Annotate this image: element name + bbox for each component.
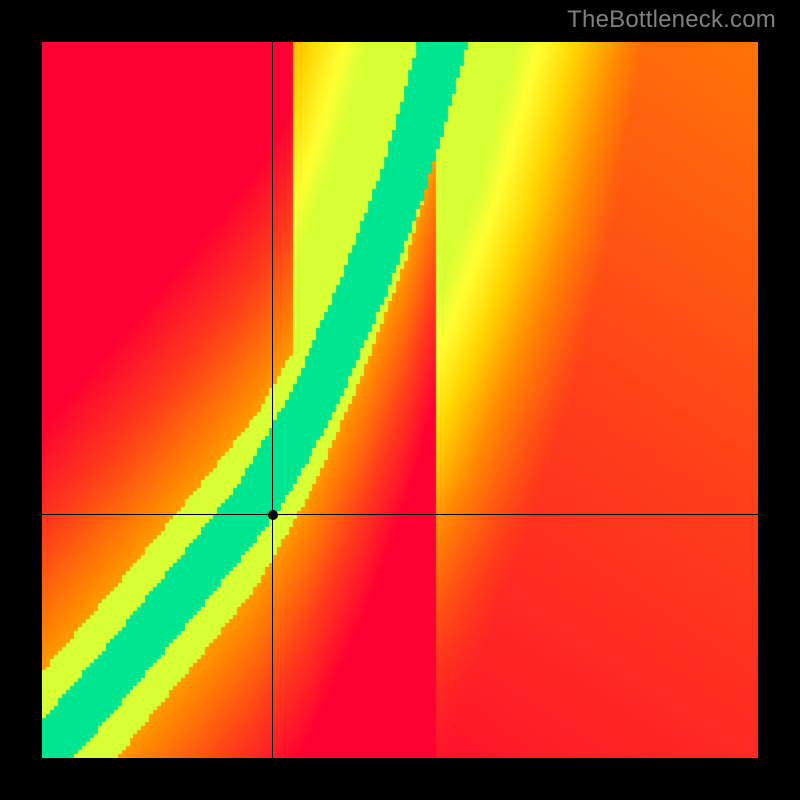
plot-area bbox=[42, 42, 758, 758]
chart-container: TheBottleneck.com bbox=[0, 0, 800, 800]
crosshair-marker bbox=[268, 510, 278, 520]
heatmap-canvas bbox=[42, 42, 758, 758]
watermark-text: TheBottleneck.com bbox=[567, 6, 776, 34]
crosshair-vertical bbox=[272, 42, 273, 758]
crosshair-horizontal bbox=[42, 514, 758, 515]
